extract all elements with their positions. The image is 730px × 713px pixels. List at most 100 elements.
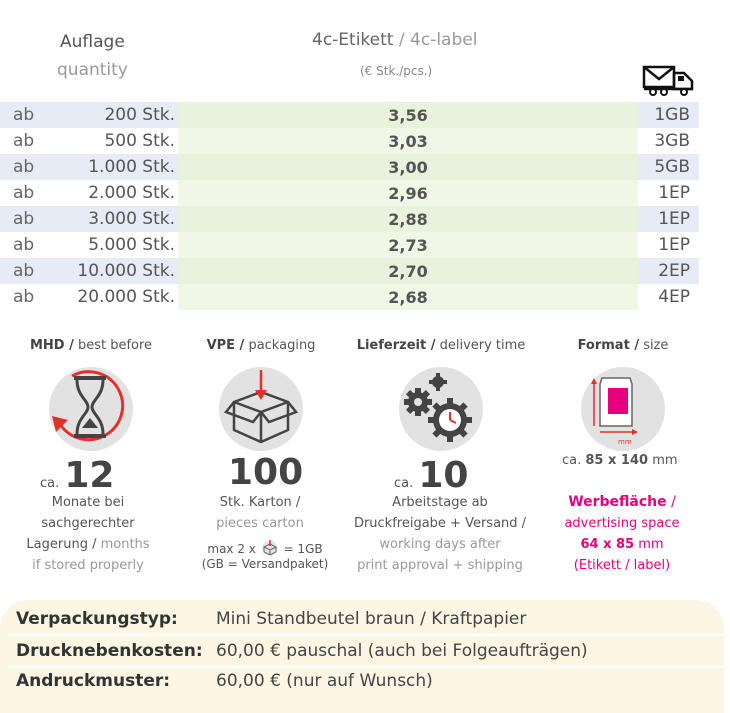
mhd-description: Monate bei sachgerechter Lagerung / mont… [0, 492, 178, 576]
prefix: ab [13, 105, 35, 125]
format-adv-sep: / [666, 494, 676, 510]
mhd-value: ca. 12 [40, 455, 114, 496]
truck-mail-icon [642, 65, 694, 96]
price-header-en: 4c-label [410, 30, 478, 50]
price-cell: 3,56 [388, 106, 428, 125]
mhd-title-en: best before [73, 338, 153, 353]
price-cell: 2,73 [388, 236, 428, 255]
vpe-note-line1: max 2 x = 1GB [190, 540, 340, 557]
quantity-cell: 1.000 Stk. [88, 157, 175, 177]
format-adv-note: (Etikett / label) [573, 558, 671, 573]
price-cell-bg [178, 128, 638, 154]
mhd-title: MHD / best before [6, 338, 176, 353]
lieferzeit-description: Arbeitstage ab Druckfreigabe + Versand /… [350, 492, 530, 576]
shipping-cell: 2EP [658, 261, 690, 281]
pouch-format-icon: mm [591, 377, 638, 446]
price-header-sep: / [393, 30, 411, 50]
quantity-header: Auflage [60, 32, 125, 52]
prefix: ab [13, 131, 35, 151]
vpe-note-line2: (GB = Versandpaket) [201, 557, 329, 571]
lieferzeit-title-en: delivery time [435, 338, 526, 353]
price-unit: (€ Stk./pcs.) [360, 64, 433, 78]
quantity-cell: 20.000 Stk. [77, 287, 175, 307]
quantity-cell: 5.000 Stk. [88, 235, 175, 255]
lieferzeit-text-4: print approval + shipping [357, 558, 523, 573]
mhd-title-de: MHD / [29, 338, 74, 353]
box-icon [224, 370, 298, 444]
mhd-number: 12 [64, 455, 115, 496]
price-cell-bg [178, 232, 638, 258]
prefix: ab [13, 261, 35, 281]
quantity-cell: 200 Stk. [104, 105, 175, 125]
lieferzeit-number: 10 [418, 455, 469, 496]
price-cell-bg [178, 258, 638, 284]
format-mm-label: mm [618, 438, 632, 446]
price-cell-bg [178, 206, 638, 232]
format-title: Format / size [538, 338, 708, 353]
info-divider [8, 666, 724, 668]
price-cell: 3,00 [388, 158, 428, 177]
prefix: ab [13, 287, 35, 307]
table-row: ab 10.000 Stk. 2,70 2EP [0, 258, 699, 284]
table-row: ab 20.000 Stk. 2,68 4EP [0, 284, 699, 310]
quantity-cell: 500 Stk. [104, 131, 175, 151]
format-size-value: 85 x 140 [585, 453, 649, 468]
price-header: 4c-Etikett / 4c-label [312, 30, 477, 50]
prefix: ab [13, 209, 35, 229]
table-row: ab 5.000 Stk. 2,73 1EP [0, 232, 699, 258]
format-adv-value: 64 x 85 [580, 537, 635, 552]
mhd-text-3a: Lagerung / [26, 537, 97, 552]
info-label: Verpackungstyp: [16, 609, 178, 629]
format-adv-en: advertising space [564, 516, 680, 531]
price-cell: 2,88 [388, 210, 428, 229]
table-row: ab 1.000 Stk. 3,00 5GB [0, 154, 699, 180]
price-cell: 3,03 [388, 132, 428, 151]
vpe-description: Stk. Karton / pieces carton [170, 492, 350, 534]
lieferzeit-value: ca. 10 [394, 455, 468, 496]
vpe-title: VPE / packaging [176, 338, 346, 353]
format-adv-unit: mm [634, 537, 664, 552]
prefix: ab [13, 183, 35, 203]
lieferzeit-text-1: Arbeitstage ab [392, 495, 488, 510]
price-cell: 2,68 [388, 288, 428, 307]
vpe-note-max: max 2 x [207, 542, 256, 556]
mhd-text-3b: months [96, 537, 150, 552]
shipping-cell: 1EP [658, 235, 690, 255]
lieferzeit-text-2: Druckfreigabe + Versand / [353, 516, 527, 531]
format-size-prefix: ca. [562, 453, 582, 468]
format-title-en: size [639, 338, 669, 353]
lieferzeit-title-de: Lieferzeit / [356, 338, 436, 353]
mhd-text-3: Lagerung / months [0, 534, 178, 555]
mhd-text-4: if stored properly [32, 558, 144, 573]
price-header-de: 4c-Etikett [312, 30, 394, 50]
price-cell: 2,70 [388, 262, 428, 281]
quantity-cell: 10.000 Stk. [77, 261, 175, 281]
price-cell-bg [178, 154, 638, 180]
vpe-number: 100 [228, 452, 304, 493]
table-row: ab 200 Stk. 3,56 1GB [0, 102, 699, 128]
format-adv-title-line: Werbefläche / [532, 492, 712, 513]
mhd-text-1: Monate bei [51, 495, 125, 510]
info-value: Mini Standbeutel braun / Kraftpapier [216, 609, 527, 629]
shipping-cell: 1EP [658, 209, 690, 229]
hourglass-icon [52, 370, 125, 442]
price-cell: 2,96 [388, 184, 428, 203]
vpe-text-1: Stk. Karton / [219, 495, 301, 510]
format-title-de: Format / [577, 338, 640, 353]
lieferzeit-title: Lieferzeit / delivery time [356, 338, 526, 353]
quantity-cell: 2.000 Stk. [88, 183, 175, 203]
table-row: ab 3.000 Stk. 2,88 1EP [0, 206, 699, 232]
quantity-header-en: quantity [57, 60, 128, 80]
table-row: ab 500 Stk. 3,03 3GB [0, 128, 699, 154]
vpe-title-en: packaging [244, 338, 316, 353]
vpe-text-2: pieces carton [216, 516, 304, 531]
shipping-cell: 1GB [654, 105, 690, 125]
info-row-proof: Andruckmuster: 60,00 € (nur auf Wunsch) [16, 671, 433, 691]
shipping-cell: 4EP [658, 287, 690, 307]
vpe-note: max 2 x = 1GB (GB = Versandpaket) [190, 540, 340, 572]
quantity-cell: 3.000 Stk. [88, 209, 175, 229]
prefix: ab [13, 235, 35, 255]
info-label: Drucknebenkosten: [16, 641, 203, 661]
format-advertising: Werbefläche / advertising space 64 x 85 … [532, 492, 712, 576]
info-row-packaging: Verpackungstyp: Mini Standbeutel braun / … [16, 609, 526, 629]
